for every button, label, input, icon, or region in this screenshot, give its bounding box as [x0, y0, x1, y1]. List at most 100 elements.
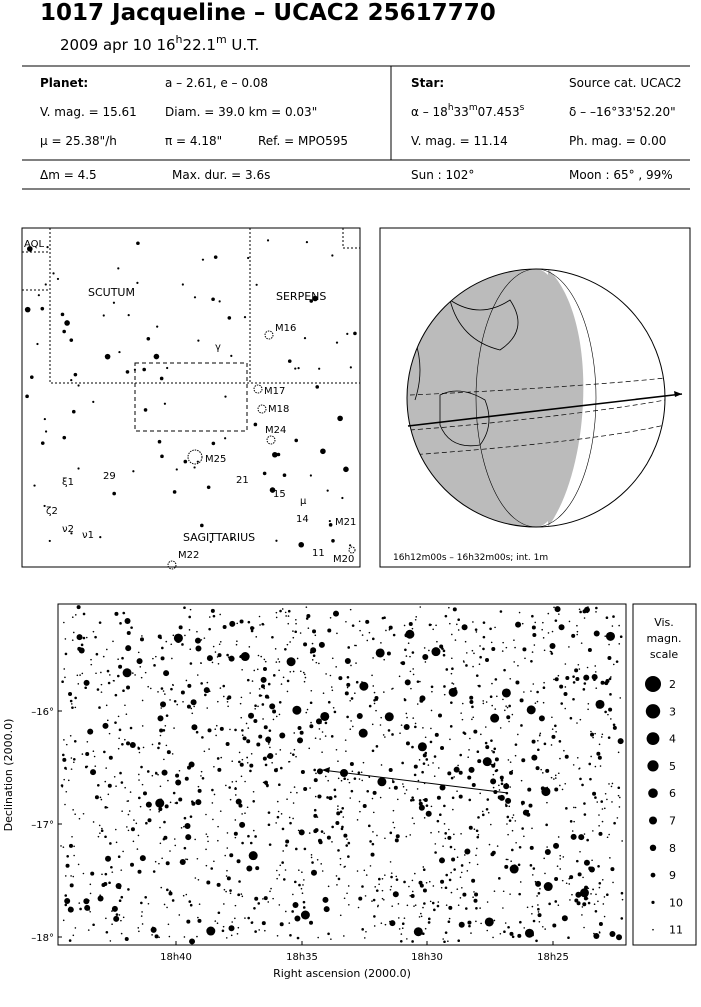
star [482, 702, 485, 705]
star [105, 704, 108, 707]
star [141, 783, 144, 786]
text: α – 18h33m07.453s [411, 103, 525, 119]
star [114, 693, 118, 697]
star [528, 803, 533, 808]
star [262, 781, 265, 784]
star [109, 674, 111, 676]
star [239, 821, 246, 828]
star [384, 736, 386, 738]
star [597, 755, 602, 760]
star [289, 670, 292, 673]
star [275, 539, 278, 542]
star [281, 861, 284, 864]
star [518, 611, 521, 614]
star [161, 646, 164, 650]
star [437, 831, 440, 833]
star [62, 435, 67, 440]
star [476, 835, 480, 839]
star [331, 254, 334, 257]
star [250, 629, 254, 633]
star [284, 647, 287, 651]
star [409, 655, 411, 658]
star [336, 884, 338, 886]
star [489, 627, 492, 631]
star [285, 615, 287, 617]
finder-label: ν2 [62, 524, 74, 535]
star [559, 757, 561, 760]
star [160, 687, 164, 690]
finder-label: AQL [24, 239, 45, 250]
star [447, 920, 451, 924]
star [179, 861, 182, 864]
star [337, 805, 339, 807]
star [219, 810, 222, 812]
star [197, 339, 200, 342]
star [275, 616, 278, 619]
star [309, 651, 313, 654]
star [262, 756, 267, 761]
star [144, 895, 147, 899]
star [405, 741, 410, 746]
star [74, 696, 77, 700]
star [420, 912, 422, 915]
star [460, 871, 463, 874]
star [159, 842, 162, 845]
star [328, 519, 331, 523]
star [531, 912, 533, 915]
star [193, 466, 196, 469]
star [292, 893, 294, 896]
star [299, 670, 302, 673]
star [264, 660, 267, 663]
star [563, 749, 565, 752]
star [208, 616, 211, 618]
star [565, 807, 568, 810]
star [209, 540, 212, 543]
star [138, 779, 140, 781]
star [81, 753, 84, 755]
axis-label: Right ascension (2000.0) [273, 967, 411, 980]
star [508, 720, 510, 723]
star [117, 658, 119, 661]
star [157, 715, 164, 722]
star [169, 890, 172, 892]
star [435, 624, 437, 627]
star [127, 813, 130, 816]
star [591, 859, 593, 862]
star [610, 932, 615, 937]
star [386, 651, 391, 656]
star [92, 630, 95, 633]
star [62, 329, 66, 334]
star [347, 646, 351, 649]
star [264, 929, 266, 932]
star [485, 701, 488, 703]
star [297, 829, 300, 832]
star [72, 809, 74, 811]
star [225, 937, 228, 939]
star [448, 878, 452, 882]
star [507, 759, 510, 761]
star [469, 700, 474, 705]
star [531, 651, 534, 653]
star [502, 907, 504, 909]
star [579, 777, 582, 781]
star [587, 648, 592, 653]
star [475, 631, 478, 633]
star [304, 676, 307, 679]
star [175, 773, 180, 778]
star [312, 629, 317, 634]
star [289, 752, 292, 754]
cluster [348, 546, 356, 554]
star [248, 851, 258, 861]
star [464, 848, 471, 855]
cluster [187, 449, 203, 465]
star [175, 779, 182, 786]
star [590, 755, 592, 758]
star [505, 804, 508, 808]
x-tick-label: 18h30 [411, 952, 443, 963]
star [425, 804, 429, 807]
star [511, 935, 515, 939]
star [530, 690, 532, 692]
axis-label: Declination (2000.0) [2, 719, 15, 832]
star [219, 640, 222, 643]
star [160, 886, 163, 889]
